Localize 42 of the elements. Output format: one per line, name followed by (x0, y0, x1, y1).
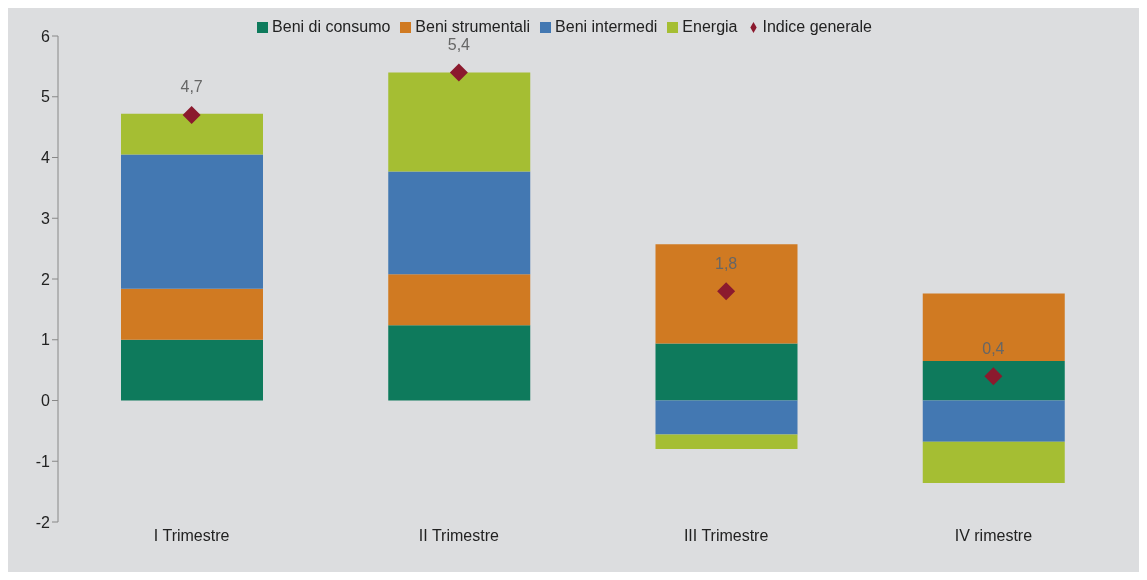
bar (922, 361, 1065, 401)
y-tick-label: -1 (35, 452, 51, 470)
bar (388, 325, 531, 401)
bar (655, 400, 798, 435)
bar (922, 400, 1065, 442)
data-label: 0,4 (982, 339, 1005, 357)
legend-label: Beni intermedi (555, 18, 658, 35)
y-tick-label: 5 (41, 88, 51, 106)
data-label: 4,7 (180, 78, 203, 96)
y-tick-label: 6 (41, 27, 51, 45)
legend-label: Energia (682, 18, 738, 35)
y-tick-label: 3 (41, 209, 51, 227)
x-tick-label: II Trimestre (418, 527, 499, 545)
bar (655, 434, 798, 450)
bar (922, 293, 1065, 362)
bar (121, 288, 263, 340)
y-tick-label: -2 (35, 513, 51, 531)
bar (655, 244, 798, 344)
y-tick-label: 1 (41, 331, 51, 349)
bar (388, 72, 531, 172)
bar (655, 343, 798, 401)
point (449, 63, 468, 82)
point (182, 105, 201, 124)
data-label: 5,4 (447, 35, 471, 53)
bar (388, 274, 531, 326)
x-tick-label: I Trimestre (153, 527, 230, 545)
bar (121, 113, 263, 155)
legend-label: Indice generale (762, 18, 872, 35)
x-tick-label: III Trimestre (683, 527, 769, 545)
bar (922, 441, 1065, 484)
bar (388, 171, 531, 275)
x-tick-label: IV rimestre (954, 527, 1033, 545)
bar (121, 339, 263, 401)
point (984, 367, 1003, 386)
point (717, 282, 736, 301)
legend-label: Beni strumentali (415, 18, 531, 35)
legend-label: Beni di consumo (272, 18, 391, 35)
data-label: 1,8 (715, 254, 738, 272)
bar (121, 154, 263, 289)
y-tick-label: 0 (41, 392, 51, 410)
y-tick-label: 2 (41, 270, 51, 288)
y-tick-label: 4 (41, 149, 51, 167)
